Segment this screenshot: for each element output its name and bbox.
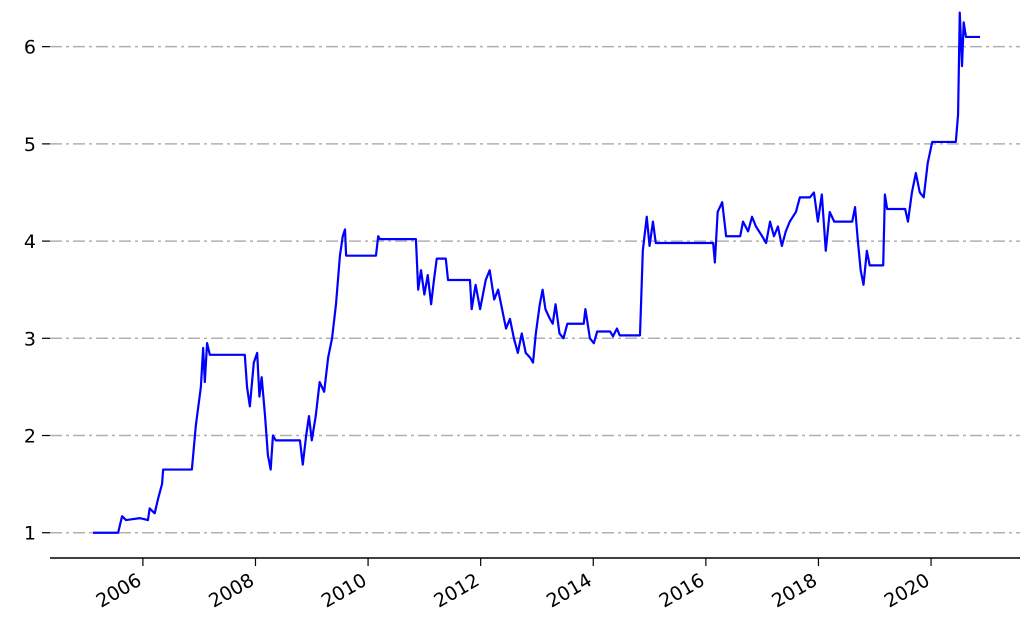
x-tick-label: 2016 [655, 569, 708, 612]
line [92, 11, 981, 534]
y-tick-label: 3 [24, 328, 36, 350]
x-tick-label: 2012 [430, 569, 483, 612]
y-tick-label: 4 [24, 231, 36, 253]
x-tick-label: 2008 [205, 569, 258, 612]
y-tick-label: 6 [24, 37, 36, 59]
y-tick-label: 1 [24, 523, 36, 545]
y-tick-label: 2 [24, 426, 36, 448]
x-tick-label: 2020 [881, 569, 934, 612]
x-tick-label: 2010 [318, 569, 371, 612]
x-tick-label: 2006 [93, 569, 146, 612]
y-tick-label: 5 [24, 134, 36, 156]
x-tick-label: 2014 [543, 569, 596, 612]
x-tick-label: 2018 [768, 569, 821, 612]
